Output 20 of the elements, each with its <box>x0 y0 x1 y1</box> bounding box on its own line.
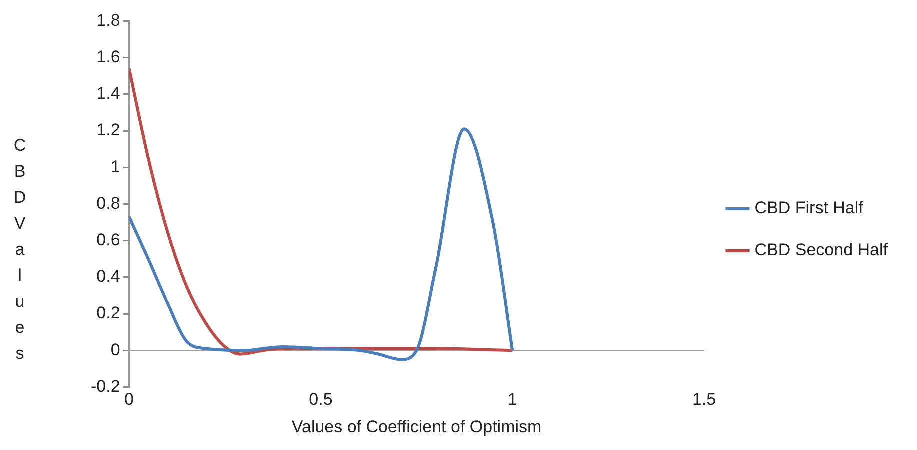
y-tick-label: 1.6 <box>96 47 120 66</box>
x-tick-label: 0 <box>124 390 134 410</box>
y-tick-label: 1.4 <box>96 84 120 104</box>
y-tick-label: 0.8 <box>96 194 120 213</box>
legend-label: CBD First Half <box>754 198 864 218</box>
x-axis-title: Values of Coefficient of Optimism <box>292 417 542 436</box>
y-tick-label: 0.2 <box>96 304 120 323</box>
y-tick-label: 0 <box>110 340 120 360</box>
x-tick-label: 1.5 <box>692 390 716 410</box>
legend-label: CBD Second Half <box>754 240 888 260</box>
y-tick-label: 0.4 <box>96 267 120 286</box>
y-tick-label: 0.6 <box>96 230 120 250</box>
text: CBD Values <box>14 136 26 363</box>
y-tick-label: 1.8 <box>96 10 120 30</box>
y-tick-label: 1 <box>110 157 120 176</box>
line-series <box>129 128 514 362</box>
y-tick-label: -0.2 <box>90 376 120 396</box>
x-tick-label: 0.5 <box>309 390 333 410</box>
y-tick-label: 1.2 <box>96 120 120 140</box>
x-tick-label: 1 <box>508 390 518 410</box>
